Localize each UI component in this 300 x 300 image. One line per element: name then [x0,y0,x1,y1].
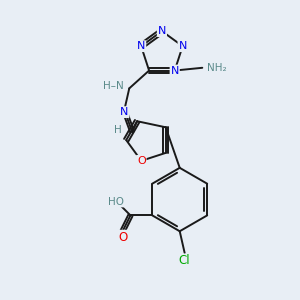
Text: HO: HO [108,196,124,206]
Text: N: N [120,107,128,117]
Text: O: O [137,156,146,166]
Text: O: O [118,231,127,244]
Text: N: N [178,41,187,51]
Text: N: N [170,65,179,76]
Text: N: N [137,41,145,51]
Text: H–N: H–N [103,81,123,92]
Text: NH₂: NH₂ [207,63,227,73]
Text: Cl: Cl [179,254,190,268]
Text: H: H [115,125,122,135]
Text: N: N [158,26,166,36]
